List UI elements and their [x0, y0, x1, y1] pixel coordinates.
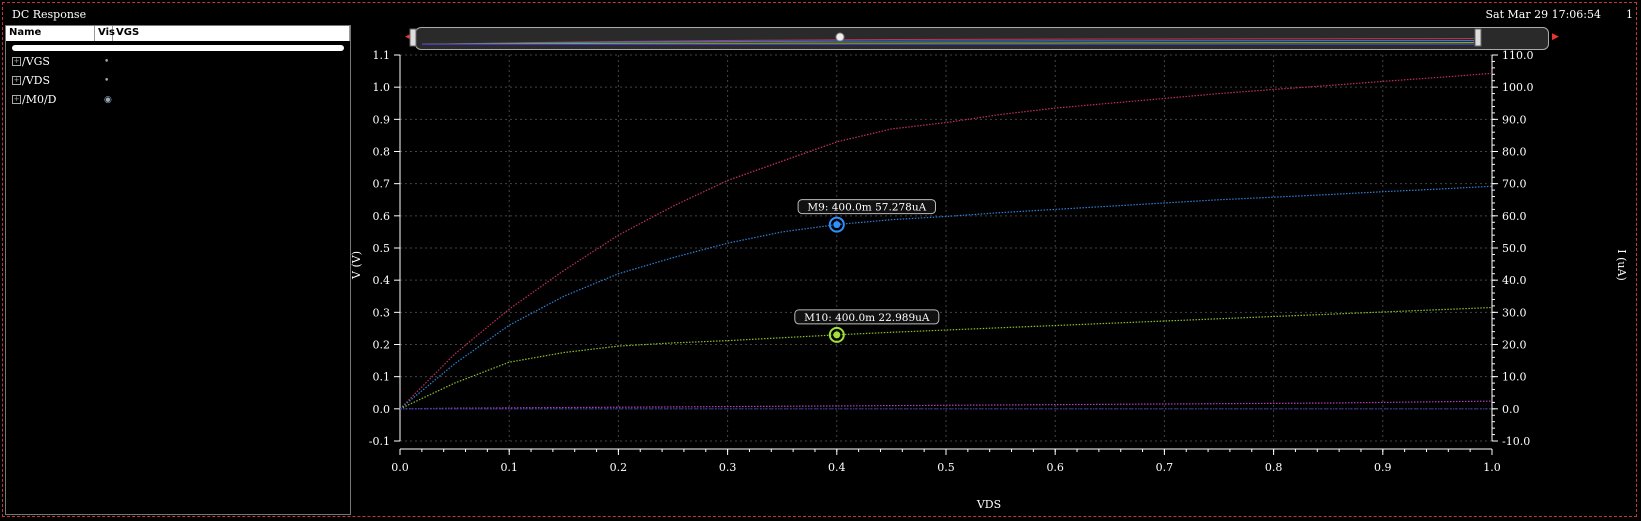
expand-icon[interactable]: +: [12, 95, 21, 104]
signal-table-header: Name Vis VGS: [6, 26, 350, 41]
eye-icon[interactable]: ◉: [104, 95, 112, 105]
signal-row[interactable]: +/VDS •: [6, 74, 350, 91]
column-header-vgs[interactable]: VGS: [113, 26, 350, 41]
signal-label: /VDS: [22, 74, 51, 87]
expand-icon[interactable]: +: [12, 76, 21, 85]
column-header-vis[interactable]: Vis: [95, 26, 115, 41]
signal-label: /VGS: [22, 55, 50, 68]
signal-browser-panel: Name Vis VGS +/VGS • +/VDS • +/M0/D ◉: [5, 25, 351, 515]
window-title: DC Response: [12, 8, 87, 21]
x-zoom-scrollbar[interactable]: [415, 27, 1549, 50]
dot-icon[interactable]: •: [104, 76, 110, 86]
column-header-name[interactable]: Name: [6, 26, 95, 41]
dot-icon[interactable]: •: [104, 57, 110, 67]
filter-input[interactable]: [12, 45, 344, 51]
expand-icon[interactable]: +: [12, 57, 21, 66]
signal-row[interactable]: +/VGS •: [6, 55, 350, 72]
subwindow-number: 1: [1626, 8, 1633, 21]
scroll-right-arrow-icon[interactable]: ▶: [1552, 32, 1559, 42]
signal-label: /M0/D: [22, 93, 57, 106]
timestamp: Sat Mar 29 17:06:54: [1485, 8, 1601, 21]
signal-list: +/VGS • +/VDS • +/M0/D ◉: [6, 55, 350, 110]
signal-row[interactable]: +/M0/D ◉: [6, 93, 350, 110]
scroll-left-arrow-icon[interactable]: ◀: [405, 32, 412, 42]
